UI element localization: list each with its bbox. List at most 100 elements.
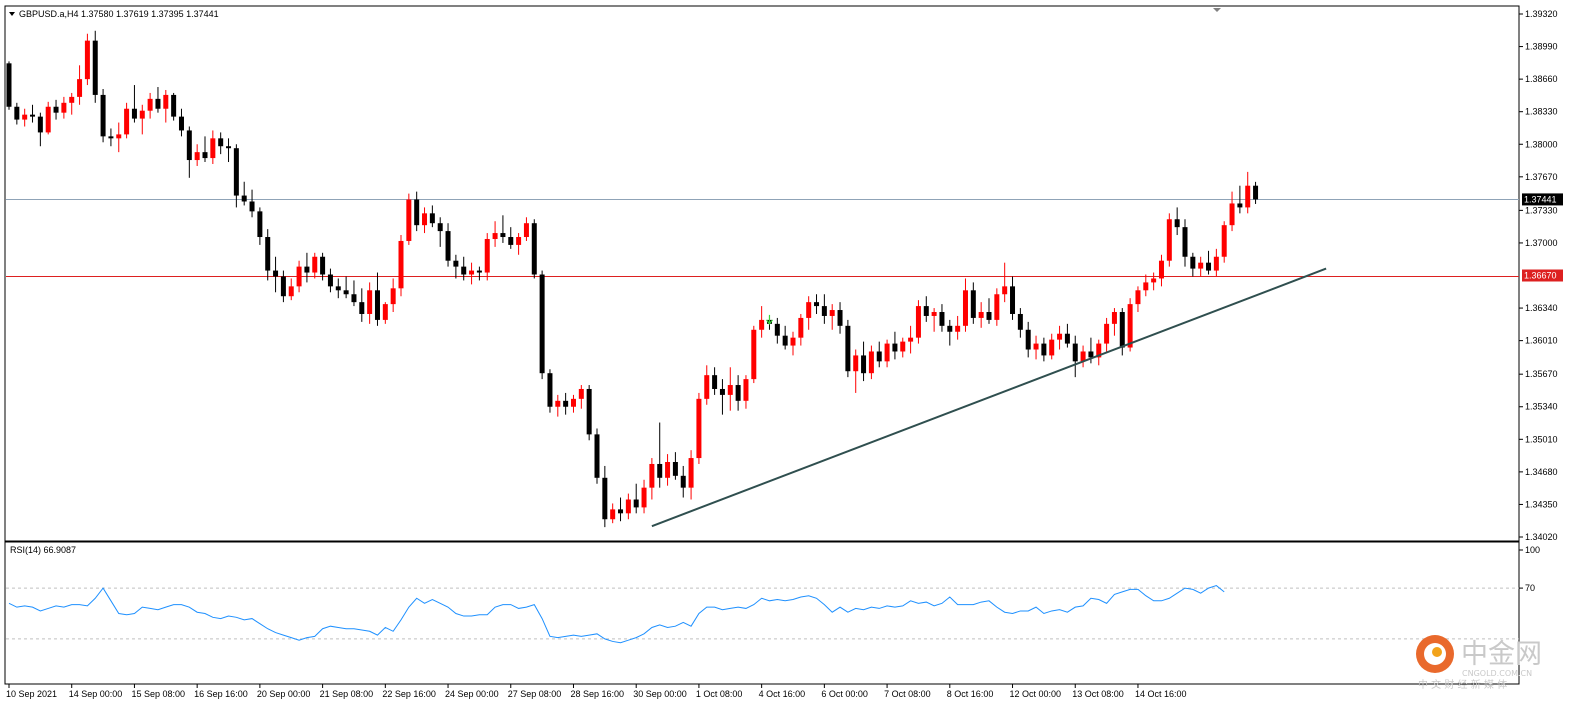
candle-body bbox=[37, 116, 43, 133]
candle bbox=[22, 108, 28, 127]
candle-body bbox=[994, 294, 1000, 320]
candle-body bbox=[704, 375, 710, 399]
arrow-down-icon[interactable] bbox=[765, 314, 773, 325]
candle-body bbox=[265, 237, 271, 271]
candle-body bbox=[273, 270, 279, 277]
candle bbox=[1182, 219, 1188, 267]
price-tick-label: 1.34020 bbox=[1525, 532, 1558, 542]
candle bbox=[226, 138, 232, 163]
candle bbox=[531, 219, 537, 279]
candle-body bbox=[633, 499, 639, 508]
price-axis: 1.39320 1.38990 1.38660 1.38330 1.38000 1.376… bbox=[1519, 9, 1563, 593]
candle bbox=[1245, 171, 1251, 214]
price-tick-label: 1.38000 bbox=[1525, 139, 1558, 149]
candle-body bbox=[876, 351, 882, 362]
candle bbox=[986, 298, 992, 324]
current-price-price-tag: 1.37441 bbox=[1522, 193, 1563, 206]
rsi-panel[interactable] bbox=[4, 541, 1520, 685]
horizontal-lines[interactable] bbox=[6, 199, 1519, 277]
candle bbox=[578, 385, 584, 409]
candle bbox=[1221, 221, 1227, 263]
candle-body bbox=[124, 108, 130, 135]
candle bbox=[92, 30, 98, 103]
candle-body bbox=[398, 240, 404, 289]
watermark-site: CNGOLD.COM.CN bbox=[1462, 669, 1532, 678]
candle bbox=[1237, 185, 1243, 214]
candle bbox=[382, 302, 388, 324]
candle bbox=[147, 92, 153, 119]
rsi-tick-label: 70 bbox=[1525, 583, 1535, 593]
candle-body bbox=[1104, 323, 1110, 344]
candle-body bbox=[6, 63, 12, 107]
candle-body bbox=[978, 312, 984, 318]
candle bbox=[312, 252, 318, 279]
trendline-layer[interactable] bbox=[651, 267, 1327, 528]
candle bbox=[84, 33, 90, 86]
candle bbox=[453, 254, 459, 279]
candle bbox=[915, 300, 921, 344]
candle-body bbox=[131, 108, 137, 119]
candle-body bbox=[641, 487, 647, 508]
candle-body bbox=[1002, 286, 1008, 295]
candle-body bbox=[1033, 343, 1039, 350]
candle-body bbox=[806, 302, 812, 318]
candle bbox=[320, 252, 326, 281]
trendline[interactable] bbox=[651, 267, 1327, 528]
symbol-menu-arrow-icon[interactable] bbox=[9, 12, 15, 16]
price-tick-label: 1.36340 bbox=[1525, 303, 1558, 313]
candle-body bbox=[547, 373, 553, 407]
candle-body bbox=[594, 434, 600, 478]
candle-body bbox=[688, 458, 694, 488]
candle-body bbox=[171, 94, 177, 117]
time-tick-label: 7 Oct 08:00 bbox=[884, 689, 931, 699]
price-panel[interactable] bbox=[4, 5, 1520, 542]
candle bbox=[131, 85, 137, 123]
rsi-header: RSI(14) 66.9087 bbox=[10, 545, 76, 555]
candle-body bbox=[814, 302, 820, 307]
watermark-brand: 中金网 bbox=[1461, 639, 1542, 670]
candle bbox=[1143, 274, 1149, 297]
candle-body bbox=[610, 509, 616, 520]
candle bbox=[327, 268, 333, 293]
candle bbox=[14, 102, 20, 125]
candle bbox=[233, 144, 239, 208]
candle bbox=[555, 394, 561, 417]
candle bbox=[45, 101, 51, 135]
candle-body bbox=[218, 138, 224, 147]
candle-body bbox=[500, 233, 506, 238]
candle-body bbox=[884, 343, 890, 362]
candle bbox=[1010, 276, 1016, 320]
candle-body bbox=[249, 201, 255, 212]
chart-shift-marker[interactable] bbox=[1213, 8, 1221, 12]
candle-body bbox=[22, 114, 28, 120]
candle bbox=[1166, 213, 1172, 267]
candle-body bbox=[618, 509, 624, 514]
candle-body bbox=[743, 379, 749, 401]
time-tick-label: 21 Sep 08:00 bbox=[320, 689, 374, 699]
candle bbox=[829, 304, 835, 330]
candle bbox=[288, 278, 294, 301]
candle-body bbox=[821, 306, 827, 316]
candle-body bbox=[892, 343, 898, 352]
candle bbox=[163, 89, 169, 123]
candle bbox=[908, 325, 914, 354]
candle-body bbox=[923, 306, 929, 316]
candle-body bbox=[1127, 304, 1133, 348]
candle-body bbox=[155, 98, 161, 109]
candle-body bbox=[1166, 219, 1172, 261]
price-tick-label: 1.39320 bbox=[1525, 9, 1558, 19]
candle bbox=[900, 337, 906, 358]
candle bbox=[547, 369, 553, 413]
candle-body bbox=[727, 385, 733, 395]
candle-body bbox=[1049, 339, 1055, 356]
candle-body bbox=[1057, 333, 1063, 340]
candle bbox=[484, 233, 490, 281]
candle-body bbox=[657, 463, 663, 478]
candle-body bbox=[602, 477, 608, 520]
price-tick-label: 1.37670 bbox=[1525, 172, 1558, 182]
candle-body bbox=[61, 102, 67, 113]
candle-body bbox=[735, 385, 741, 401]
candle bbox=[171, 92, 177, 121]
price-tick-label: 1.34680 bbox=[1525, 467, 1558, 477]
